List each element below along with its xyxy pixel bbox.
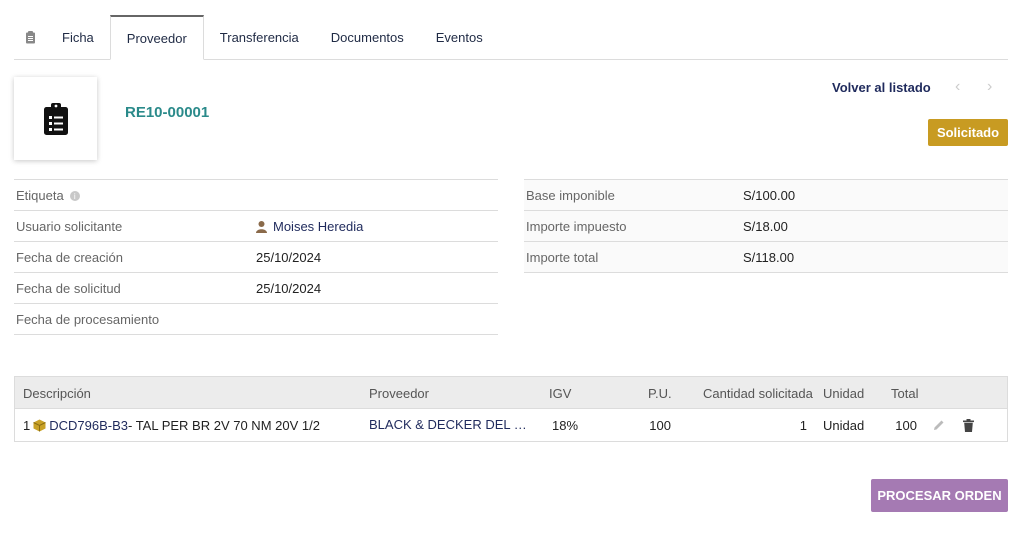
- next-icon[interactable]: ›: [987, 78, 993, 95]
- tab-bar: Ficha Proveedor Transferencia Documentos…: [14, 15, 1008, 60]
- process-order-button[interactable]: PROCESAR ORDEN: [871, 479, 1008, 512]
- impuesto-row: Importe impuesto S/18.00: [524, 211, 1008, 242]
- impuesto-value: S/18.00: [743, 218, 788, 234]
- document-reference: RE10-00001: [125, 104, 210, 121]
- fecha-creacion-row: Fecha de creación 25/10/2024: [14, 242, 498, 273]
- usuario-label: Usuario solicitante: [16, 218, 123, 234]
- clipboard-list-icon: [43, 102, 68, 135]
- info-icon[interactable]: i: [69, 191, 80, 202]
- fecha-procesamiento-row: Fecha de procesamiento: [14, 304, 498, 335]
- etiqueta-row: Etiqueta i: [14, 180, 498, 211]
- fecha-creacion-label: Fecha de creación: [16, 249, 123, 265]
- header-cantidad: Cantidad solicitada: [703, 385, 813, 401]
- supplier-link[interactable]: BLACK & DECKER DEL PERU S.A.: [369, 417, 529, 432]
- tab-eventos[interactable]: Eventos: [435, 29, 483, 45]
- total-row: Importe total S/118.00: [524, 242, 1008, 273]
- row-cantidad: 1: [799, 417, 807, 433]
- tab-proveedor[interactable]: Proveedor: [109, 15, 204, 60]
- header-proveedor: Proveedor: [369, 385, 429, 401]
- header-total: Total: [891, 385, 919, 401]
- document-icon[interactable]: [14, 15, 46, 59]
- totals-panel: Base imponible S/100.00 Importe impuesto…: [524, 179, 1008, 273]
- fecha-solicitud-row: Fecha de solicitud 25/10/2024: [14, 273, 498, 304]
- impuesto-label: Importe impuesto: [526, 218, 627, 234]
- user-icon: [256, 221, 267, 234]
- edit-icon[interactable]: [933, 409, 945, 441]
- base-row: Base imponible S/100.00: [524, 180, 1008, 211]
- table-header: Descripción Proveedor IGV P.U. Cantidad …: [15, 377, 1007, 409]
- total-value: S/118.00: [743, 249, 795, 265]
- header-pu: P.U.: [648, 385, 672, 401]
- product-description: - TAL PER BR 2V 70 NM 20V 1/2: [128, 417, 320, 433]
- row-pu: 100: [649, 417, 671, 433]
- fecha-procesamiento-label: Fecha de procesamiento: [16, 311, 160, 327]
- row-total: 100: [895, 417, 917, 433]
- tab-documentos[interactable]: Documentos: [330, 29, 404, 45]
- back-to-list-link[interactable]: Volver al listado: [832, 80, 931, 95]
- usuario-row: Usuario solicitante Moises Heredia: [14, 211, 498, 242]
- details-panel: Etiqueta i Usuario solicitante Moises Her…: [14, 179, 498, 335]
- row-igv: 18%: [552, 417, 579, 433]
- etiqueta-label: Etiqueta: [16, 187, 64, 203]
- row-unidad: Unidad: [823, 417, 865, 433]
- usuario-link[interactable]: Moises Heredia: [273, 218, 364, 234]
- header-igv: IGV: [549, 385, 572, 401]
- tab-transferencia[interactable]: Transferencia: [219, 29, 299, 45]
- row-number: 1: [23, 417, 31, 433]
- table-row: 1 DCD796B-B3 - TAL PER BR 2V 70 NM 20V 1…: [15, 409, 1007, 441]
- trash-icon[interactable]: [963, 409, 974, 441]
- base-label: Base imponible: [526, 187, 615, 203]
- fecha-solicitud-label: Fecha de solicitud: [16, 280, 121, 296]
- header-descripcion: Descripción: [23, 385, 91, 401]
- tab-ficha[interactable]: Ficha: [62, 29, 94, 45]
- base-value: S/100.00: [743, 187, 796, 203]
- total-label: Importe total: [526, 249, 599, 265]
- product-box-icon: [33, 419, 46, 431]
- product-link[interactable]: DCD796B-B3: [49, 417, 128, 433]
- document-thumbnail: [14, 77, 97, 160]
- header-unidad: Unidad: [823, 385, 865, 401]
- lines-table: Descripción Proveedor IGV P.U. Cantidad …: [14, 376, 1008, 442]
- fecha-solicitud-value: 25/10/2024: [256, 280, 322, 296]
- fecha-creacion-value: 25/10/2024: [256, 249, 322, 265]
- previous-icon[interactable]: ‹: [955, 78, 961, 95]
- status-badge: Solicitado: [928, 119, 1008, 146]
